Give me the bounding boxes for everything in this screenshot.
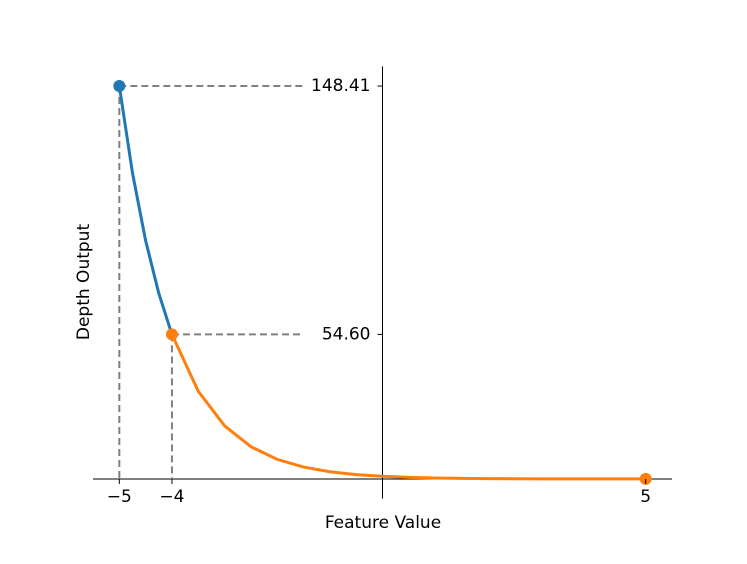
x-axis-label: Feature Value — [325, 513, 441, 533]
y-tick-label: 54.60 — [322, 324, 371, 344]
x-tick-label: −4 — [159, 487, 184, 507]
point-marker — [165, 328, 178, 341]
point-marker — [639, 472, 652, 485]
y-axis-label: Depth Output — [74, 224, 94, 341]
x-tick-label: −5 — [107, 487, 132, 507]
point-marker — [113, 80, 126, 93]
y-tick-label: 148.41 — [311, 76, 370, 96]
x-tick-label: 5 — [640, 487, 651, 507]
series-line — [170, 333, 646, 481]
series-line — [117, 85, 174, 335]
